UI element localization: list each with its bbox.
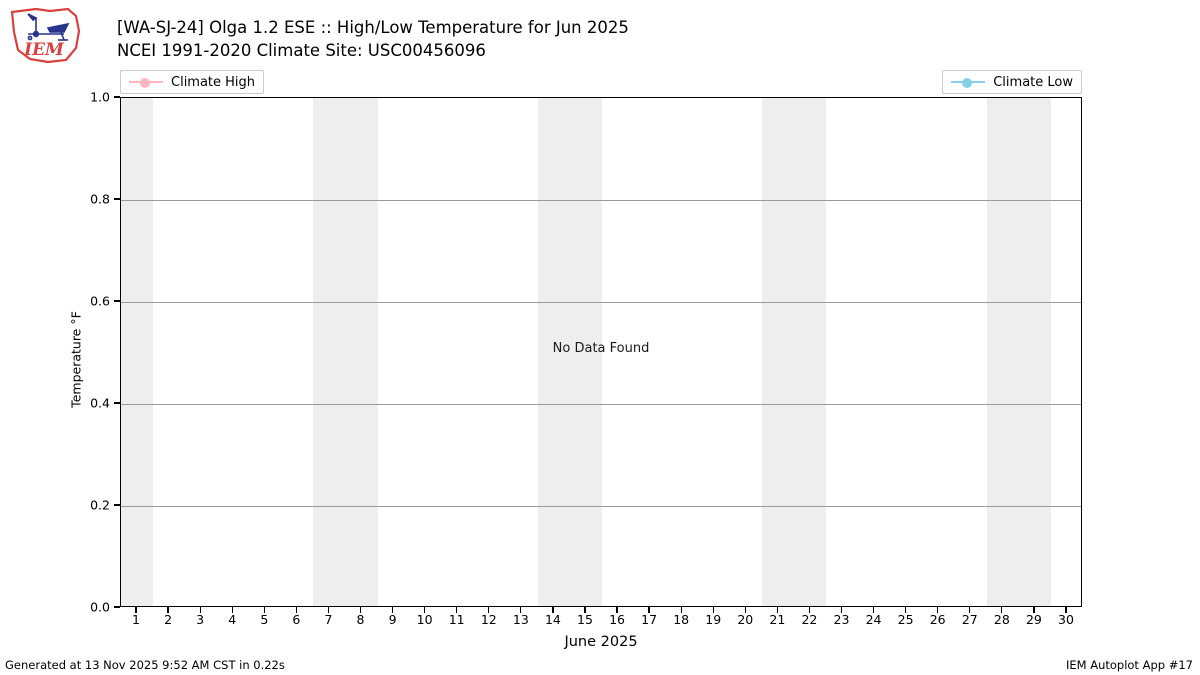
x-tick-label: 22: [801, 612, 818, 627]
x-tick-label: 4: [228, 612, 237, 627]
x-tick-label: 24: [865, 612, 882, 627]
chart-title-block: [WA-SJ-24] Olga 1.2 ESE :: High/Low Temp…: [117, 16, 1067, 62]
x-tick-mark: [840, 607, 843, 613]
footer-generated-text: Generated at 13 Nov 2025 9:52 AM CST in …: [5, 658, 285, 672]
x-tick-label: 9: [388, 612, 397, 627]
x-tick-mark: [552, 607, 554, 613]
x-tick-mark: [231, 607, 233, 613]
x-tick-label: 27: [961, 612, 978, 627]
x-tick-label: 2: [164, 612, 173, 627]
x-tick-label: 28: [993, 612, 1010, 627]
x-tick-label: 25: [897, 612, 914, 627]
y-tick-label: 0.6: [90, 293, 110, 309]
iowa-outline-shape: [10, 7, 81, 64]
x-tick-mark: [584, 607, 586, 613]
legend-marker-climate-high-icon: [129, 76, 163, 88]
x-tick-mark: [423, 607, 426, 613]
x-tick-mark: [167, 607, 169, 613]
x-tick-label: 10: [416, 612, 433, 627]
x-tick-mark: [1033, 607, 1035, 613]
x-tick-mark: [391, 607, 394, 613]
gridline: [121, 302, 1081, 303]
gridline: [121, 404, 1081, 405]
x-tick-label: 16: [609, 612, 625, 627]
legend-label-climate-low: Climate Low: [993, 74, 1073, 90]
no-data-message: No Data Found: [552, 341, 650, 356]
x-tick-mark: [456, 607, 458, 613]
x-tick-label: 5: [260, 612, 269, 627]
y-tick-label: 0.0: [90, 599, 110, 615]
y-tick-label: 1.0: [90, 89, 110, 105]
x-tick-label: 13: [512, 612, 529, 627]
y-tick-mark: [114, 402, 120, 404]
legend-climate-low[interactable]: Climate Low: [942, 70, 1082, 94]
x-tick-mark: [712, 607, 714, 613]
x-tick-mark: [776, 607, 778, 613]
iem-logo-text: IEM: [23, 40, 65, 60]
y-tick-mark: [114, 504, 120, 506]
x-tick-label: 6: [292, 612, 301, 627]
y-tick-mark: [114, 96, 120, 98]
x-tick-label: 23: [833, 612, 850, 627]
x-tick-label: 19: [705, 612, 722, 627]
weekend-band: [986, 98, 1051, 606]
x-tick-label: 8: [356, 612, 365, 627]
x-tick-label: 18: [673, 612, 690, 627]
x-tick-label: 15: [577, 612, 593, 627]
x-tick-label: 26: [929, 612, 946, 627]
x-tick-mark: [744, 607, 746, 613]
x-tick-mark: [263, 607, 265, 613]
chart-subtitle: NCEI 1991-2020 Climate Site: USC00456096: [117, 41, 486, 60]
weekend-band: [762, 98, 827, 606]
y-tick-label: 0.8: [90, 191, 110, 207]
x-tick-mark: [616, 607, 618, 613]
gridline: [121, 200, 1081, 201]
x-tick-label: 30: [1058, 612, 1074, 627]
x-tick-mark: [199, 607, 201, 613]
weekend-band: [537, 98, 602, 606]
x-tick-mark: [808, 607, 811, 613]
x-tick-mark: [872, 607, 875, 613]
gridline: [121, 506, 1081, 507]
x-tick-mark: [969, 607, 971, 613]
x-tick-label: 17: [641, 612, 658, 627]
x-tick-mark: [359, 607, 362, 613]
x-tick-mark: [680, 607, 682, 613]
weekend-band: [121, 98, 154, 606]
x-tick-mark: [135, 607, 137, 613]
x-tick-label: 14: [544, 612, 561, 627]
y-tick-mark: [114, 198, 120, 200]
chart-title: [WA-SJ-24] Olga 1.2 ESE :: High/Low Temp…: [117, 18, 629, 37]
x-tick-label: 20: [737, 612, 754, 627]
x-tick-label: 1: [132, 612, 140, 627]
x-tick-label: 3: [196, 612, 205, 627]
legend-climate-high[interactable]: Climate High: [120, 70, 265, 94]
x-tick-label: 21: [769, 612, 786, 627]
x-tick-mark: [1065, 607, 1067, 613]
x-tick-label: 29: [1025, 612, 1042, 627]
y-tick-label: 0.4: [90, 395, 110, 411]
iem-logo[interactable]: IEM: [6, 6, 84, 64]
y-tick-mark: [114, 606, 120, 608]
x-tick-mark: [1001, 607, 1003, 613]
x-tick-label: 11: [448, 612, 465, 627]
legend-marker-climate-low-icon: [951, 76, 986, 88]
x-tick-mark: [937, 607, 939, 613]
y-tick-mark: [114, 300, 120, 302]
footer-app-text: IEM Autoplot App #17: [1065, 658, 1193, 672]
x-tick-mark: [904, 607, 907, 613]
x-tick-label: 7: [324, 612, 333, 627]
plot-area[interactable]: No Data Found: [120, 97, 1082, 607]
legend-label-climate-high: Climate High: [171, 74, 256, 90]
y-axis-label: Temperature °F: [68, 311, 84, 408]
x-tick-label: 12: [480, 612, 497, 627]
x-tick-mark: [488, 607, 490, 613]
x-tick-mark: [648, 607, 650, 613]
x-tick-mark: [295, 607, 297, 613]
x-axis-label: June 2025: [564, 634, 638, 650]
x-tick-mark: [520, 607, 522, 613]
x-tick-mark: [327, 607, 330, 613]
y-tick-label: 0.2: [90, 497, 110, 513]
weekend-band: [313, 98, 378, 606]
